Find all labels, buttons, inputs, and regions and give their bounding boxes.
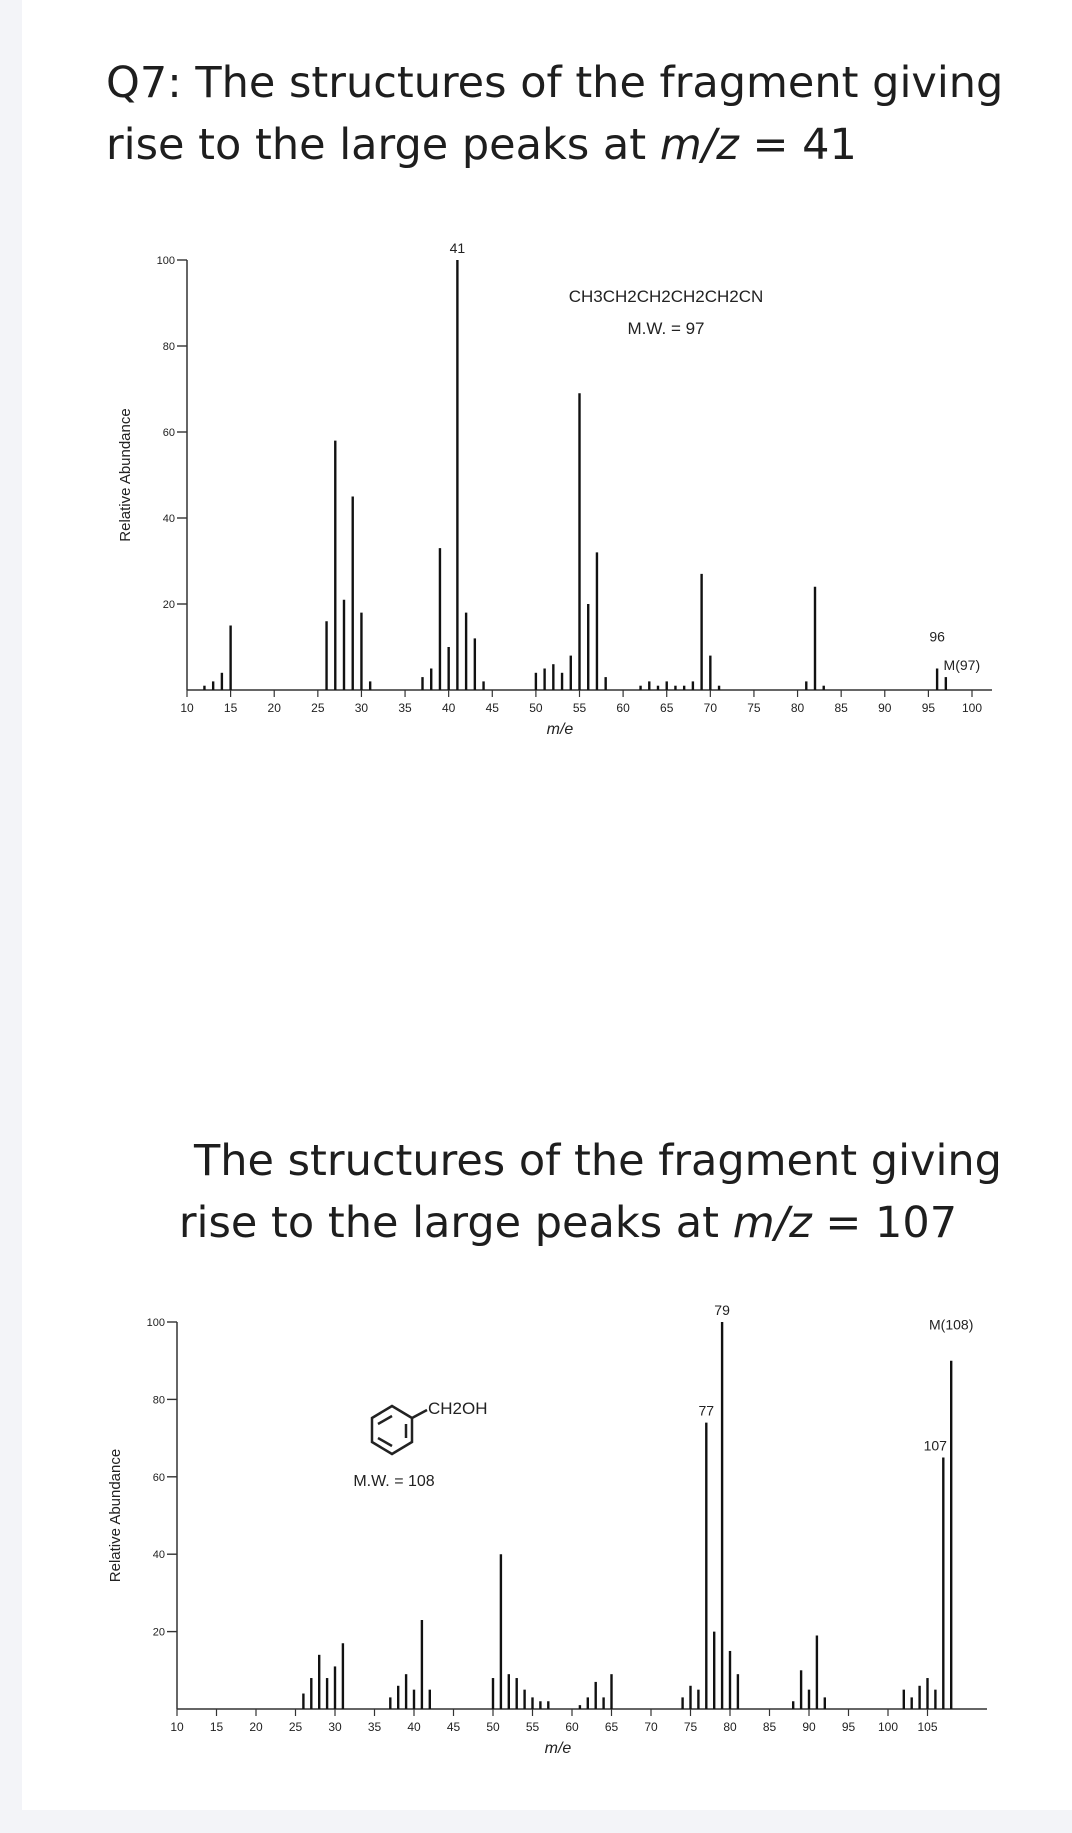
y-tick-label: 60 [153, 1472, 165, 1484]
y-tick-label: 100 [147, 1317, 165, 1329]
x-tick-label: 40 [442, 701, 456, 715]
x-tick-label: 80 [791, 701, 805, 715]
second-question-heading: The structures of the fragment giving ri… [68, 1130, 1068, 1254]
x-tick-label: 60 [565, 1720, 579, 1734]
x-axis-title: m/e [545, 1740, 572, 1757]
heading-2-line-2-prefix: rise to the large peaks at [178, 1198, 733, 1248]
x-tick-label: 30 [355, 701, 369, 715]
y-tick-label: 100 [157, 255, 175, 267]
x-tick-label: 70 [704, 701, 718, 715]
y-tick-label: 60 [163, 427, 175, 439]
x-tick-label: 60 [616, 701, 630, 715]
peak-label: M(108) [929, 1317, 973, 1333]
x-tick-label: 20 [249, 1720, 263, 1734]
y-tick-label: 20 [153, 1627, 165, 1639]
x-tick-label: 15 [210, 1720, 224, 1734]
y-tick-label: 80 [153, 1394, 165, 1406]
x-tick-label: 40 [407, 1720, 421, 1734]
peak-label: 41 [450, 240, 466, 256]
peak-label: 77 [699, 1403, 715, 1419]
peak-label: 107 [924, 1437, 948, 1453]
x-tick-label: 35 [398, 701, 412, 715]
molecular-weight-label: M.W. = 97 [628, 319, 705, 338]
heading-2-line-2-variable: m/z [732, 1198, 812, 1248]
peak-label: 96 [929, 629, 945, 645]
x-tick-label: 25 [289, 1720, 303, 1734]
mass-spectrum-2: 20 40 60 80 100 10 15 20 25 30 35 40 45 50 55 60 65 70 75 8… [107, 1302, 987, 1757]
x-tick-label: 75 [684, 1720, 698, 1734]
heading-line-2-prefix: rise to the large peaks at [106, 120, 660, 170]
mass-spectrum-1: 20 40 60 80 100 10 15 20 25 30 35 40 45 50 55 60 65 70 75 8… [117, 240, 992, 738]
y-axis-title: Relative Abundance [117, 408, 134, 541]
x-tick-label: 85 [834, 701, 848, 715]
x-tick-label: 100 [962, 701, 982, 715]
peak-label: M(97) [944, 657, 981, 673]
x-tick-label: 95 [922, 701, 936, 715]
heading-2-line-1: The structures of the fragment giving [194, 1136, 1002, 1186]
x-tick-label: 45 [486, 701, 500, 715]
page: Q7: The structures of the fragment givin… [22, 0, 1072, 1810]
x-tick-label: 50 [486, 1720, 500, 1734]
x-tick-label: 70 [644, 1720, 658, 1734]
y-tick-label: 40 [153, 1549, 165, 1561]
question-heading: Q7: The structures of the fragment givin… [106, 52, 1003, 176]
y-tick-label: 20 [163, 599, 175, 611]
x-tick-label: 100 [878, 1720, 898, 1734]
x-tick-label: 80 [723, 1720, 737, 1734]
x-tick-label: 10 [170, 1720, 184, 1734]
x-tick-label: 50 [529, 701, 543, 715]
x-tick-label: 95 [842, 1720, 856, 1734]
heading-line-2-variable: m/z [659, 120, 739, 170]
compound-formula: CH2OH [428, 1399, 488, 1418]
benzene-ring-icon [370, 1404, 428, 1456]
heading-line-1: Q7: The structures of the fragment givin… [106, 58, 1004, 108]
x-tick-label: 25 [311, 701, 325, 715]
x-tick-label: 35 [368, 1720, 382, 1734]
heading-2-line-2-suffix: = 107 [811, 1198, 958, 1248]
x-tick-label: 10 [180, 701, 194, 715]
x-tick-label: 30 [328, 1720, 342, 1734]
x-tick-label: 15 [224, 701, 238, 715]
compound-annotation: CH3CH2CH2CH2CH2CN M.W. = 97 [569, 287, 764, 338]
molecular-weight-label: M.W. = 108 [353, 1473, 434, 1490]
x-tick-label: 45 [447, 1720, 461, 1734]
x-axis-title: m/e [547, 721, 574, 738]
heading-line-2-suffix: = 41 [738, 120, 857, 170]
y-axis-title: Relative Abundance [107, 1449, 124, 1582]
x-tick-label: 105 [917, 1720, 937, 1734]
x-tick-label: 90 [802, 1720, 816, 1734]
compound-annotation: CH2OH M.W. = 108 [353, 1399, 487, 1490]
x-tick-label: 90 [878, 701, 892, 715]
x-tick-label: 20 [268, 701, 282, 715]
x-tick-label: 75 [747, 701, 761, 715]
y-tick-label: 40 [163, 513, 175, 525]
x-tick-label: 65 [660, 701, 674, 715]
x-tick-label: 55 [526, 1720, 540, 1734]
peak-label: 79 [714, 1302, 730, 1318]
x-tick-label: 85 [763, 1720, 777, 1734]
x-tick-label: 65 [605, 1720, 619, 1734]
compound-formula: CH3CH2CH2CH2CH2CN [569, 287, 764, 306]
y-tick-label: 80 [163, 341, 175, 353]
x-tick-label: 55 [573, 701, 587, 715]
